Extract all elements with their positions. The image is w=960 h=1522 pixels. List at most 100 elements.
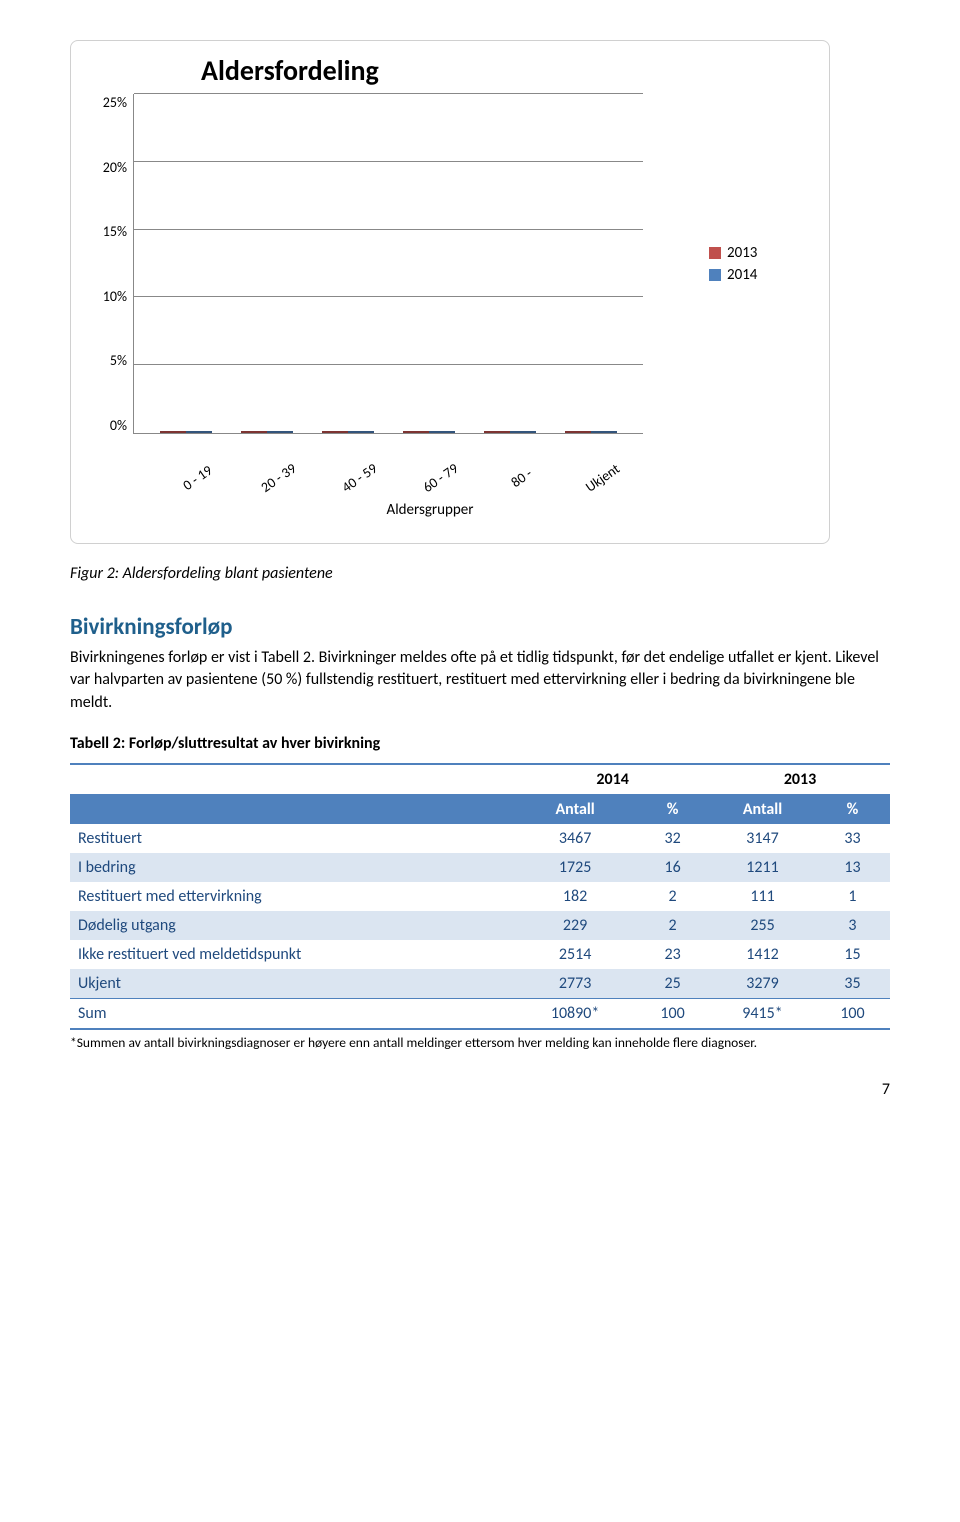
- table-row: Ukjent277325327935: [70, 969, 890, 999]
- bar-2014: [186, 431, 212, 433]
- bar-2014: [510, 431, 536, 433]
- table-header-row: Antall % Antall %: [70, 795, 890, 825]
- legend: 2013 2014: [709, 244, 757, 519]
- y-tick-label: 5%: [91, 352, 127, 369]
- table-year-row: 2014 2013: [70, 764, 890, 795]
- table-cell: 13: [815, 853, 890, 882]
- bar-group: [484, 431, 536, 433]
- table-sum-row: Sum10890*1009415*100: [70, 999, 890, 1030]
- bar-2014: [267, 431, 293, 433]
- table-caption: Tabell 2: Forløp/sluttresultat av hver b…: [70, 734, 890, 753]
- table-cell: 1725: [515, 853, 635, 882]
- x-tick-label: Ukjent: [576, 456, 628, 500]
- gridline: [134, 296, 643, 297]
- chart-title: Aldersfordeling: [201, 53, 809, 88]
- row-label: Restituert: [70, 824, 515, 853]
- table-cell: 182: [515, 882, 635, 911]
- table-cell: 1211: [710, 853, 815, 882]
- table-cell: 15: [815, 940, 890, 969]
- figure-caption: Figur 2: Aldersfordeling blant pasienten…: [70, 564, 890, 583]
- y-tick-label: 25%: [91, 94, 127, 111]
- table-cell: 32: [635, 824, 710, 853]
- x-tick-label: 20 - 39: [252, 456, 304, 500]
- table-row: Ikke restituert ved meldetidspunkt251423…: [70, 940, 890, 969]
- y-tick-label: 20%: [91, 159, 127, 176]
- table-cell: 100: [815, 999, 890, 1030]
- table-col-antall-2013: Antall: [710, 795, 815, 825]
- legend-item: 2014: [709, 266, 757, 284]
- bar-2013: [565, 431, 591, 433]
- table-cell: 3: [815, 911, 890, 940]
- table-year-2014: 2014: [515, 764, 710, 795]
- table-rowlabel-header: [70, 795, 515, 825]
- result-table: 2014 2013 Antall % Antall % Restituert34…: [70, 763, 890, 1030]
- bar-2014: [429, 431, 455, 433]
- bar-group: [322, 431, 374, 433]
- table-col-antall-2014: Antall: [515, 795, 635, 825]
- bar-2013: [484, 431, 510, 433]
- table-cell: 25: [635, 969, 710, 999]
- legend-swatch: [709, 269, 721, 281]
- table-year-2013: 2013: [710, 764, 890, 795]
- page-number: 7: [70, 1080, 890, 1099]
- x-axis-title: Aldersgrupper: [175, 501, 685, 519]
- y-tick-label: 0%: [91, 417, 127, 434]
- table-cell: 9415*: [710, 999, 815, 1030]
- x-tick-label: 80 -: [495, 456, 547, 500]
- table-row: Restituert med ettervirkning18221111: [70, 882, 890, 911]
- plot-area: [133, 94, 643, 434]
- bar-2013: [403, 431, 429, 433]
- bar-group: [160, 431, 212, 433]
- bar-group: [403, 431, 455, 433]
- x-tick-label: 40 - 59: [333, 456, 385, 500]
- bars-area: [134, 94, 643, 433]
- table-cell: 2: [635, 911, 710, 940]
- row-label: Ikke restituert ved meldetidspunkt: [70, 940, 515, 969]
- bar-2013: [322, 431, 348, 433]
- table-cell: 229: [515, 911, 635, 940]
- table-col-pct-2013: %: [815, 795, 890, 825]
- table-row: Dødelig utgang22922553: [70, 911, 890, 940]
- body-paragraph: Bivirkningenes forløp er vist i Tabell 2…: [70, 647, 890, 714]
- table-cell: 10890*: [515, 999, 635, 1030]
- bar-2013: [241, 431, 267, 433]
- row-label: Sum: [70, 999, 515, 1030]
- row-label: Restituert med ettervirkning: [70, 882, 515, 911]
- bar-2013: [160, 431, 186, 433]
- gridline: [134, 364, 643, 365]
- table-cell: 1412: [710, 940, 815, 969]
- gridline: [134, 161, 643, 162]
- legend-swatch: [709, 247, 721, 259]
- table-cell: 111: [710, 882, 815, 911]
- table-cell: 3279: [710, 969, 815, 999]
- bar-2014: [348, 431, 374, 433]
- bar-2014: [591, 431, 617, 433]
- table-cell: 16: [635, 853, 710, 882]
- x-tick-label: 60 - 79: [414, 456, 466, 500]
- bar-group: [241, 431, 293, 433]
- chart-container: Aldersfordeling 25%20%15%10%5%0% 0 - 192…: [70, 40, 830, 544]
- table-col-pct-2014: %: [635, 795, 710, 825]
- table-row: Restituert346732314733: [70, 824, 890, 853]
- table-cell: 3147: [710, 824, 815, 853]
- legend-label: 2014: [727, 266, 757, 284]
- plot-wrap: 0 - 1920 - 3940 - 5960 - 7980 -Ukjent Al…: [133, 94, 685, 519]
- table-footnote: *Summen av antall bivirkningsdiagnoser e…: [70, 1034, 890, 1052]
- table-cell: 100: [635, 999, 710, 1030]
- row-label: Ukjent: [70, 969, 515, 999]
- legend-item: 2013: [709, 244, 757, 262]
- table-cell: 33: [815, 824, 890, 853]
- table-cell: 2: [635, 882, 710, 911]
- table-cell: 255: [710, 911, 815, 940]
- section-heading: Bivirkningsforløp: [70, 613, 890, 641]
- row-label: I bedring: [70, 853, 515, 882]
- table-row: I bedring172516121113: [70, 853, 890, 882]
- table-cell: 3467: [515, 824, 635, 853]
- table-cell: 2514: [515, 940, 635, 969]
- table-cell: 2773: [515, 969, 635, 999]
- row-label: Dødelig utgang: [70, 911, 515, 940]
- table-cell: 23: [635, 940, 710, 969]
- legend-label: 2013: [727, 244, 757, 262]
- y-tick-label: 15%: [91, 223, 127, 240]
- gridline: [134, 93, 643, 94]
